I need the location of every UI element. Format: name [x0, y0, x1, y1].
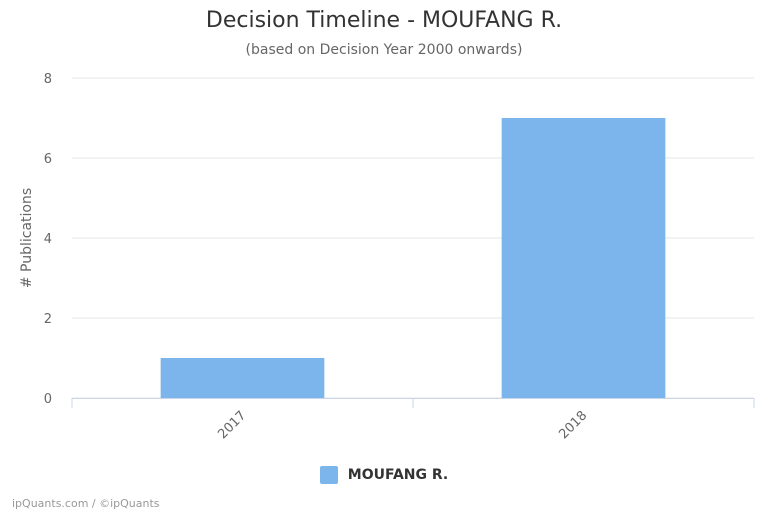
legend-label: MOUFANG R. [347, 467, 449, 483]
bar-2017[interactable] [160, 358, 325, 398]
x-axis-ticks: 2017 2018 [215, 408, 590, 442]
y-axis-title: # Publications [19, 188, 35, 288]
y-tick-label: 4 [44, 232, 52, 247]
x-tick-label: 2018 [556, 408, 590, 442]
y-tick-label: 2 [44, 312, 52, 327]
credits[interactable]: ipQuants.com / ©ipQuants [12, 497, 160, 510]
x-tick-label: 2017 [215, 408, 249, 442]
y-tick-label: 8 [44, 72, 52, 87]
legend[interactable]: MOUFANG R. [0, 466, 768, 484]
x-axis [71, 398, 755, 408]
chart-title: Decision Timeline - MOUFANG R. [205, 8, 563, 33]
y-tick-label: 6 [44, 152, 52, 167]
bar-2018[interactable] [501, 118, 666, 398]
chart-subtitle: (based on Decision Year 2000 onwards) [245, 42, 523, 58]
legend-swatch [319, 466, 338, 484]
bars [160, 118, 666, 398]
y-axis-ticks: 0 2 4 6 8 [44, 72, 52, 407]
y-tick-label: 0 [44, 392, 52, 407]
